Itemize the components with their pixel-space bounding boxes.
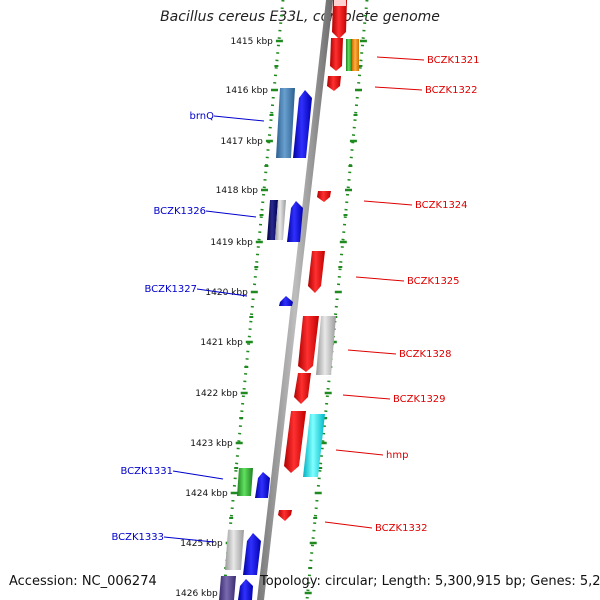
tick-label: 1417 kbp [220,137,263,147]
leader-line [355,276,405,282]
gene-feature[interactable] [293,90,312,158]
right-ruler-line [305,0,369,600]
leader-line [163,536,215,543]
gene-feature[interactable] [330,38,343,71]
gene-feature[interactable] [219,576,236,600]
gene-feature[interactable] [334,0,346,6]
accession-text: Accession: NC_006274 [9,574,157,589]
gene-label[interactable]: BCZK1332 [375,523,428,534]
leader-line [342,394,391,400]
tick-label: 1422 kbp [195,389,238,399]
leader-line [347,349,397,355]
gene-feature[interactable] [255,472,270,498]
gene-feature[interactable] [278,510,292,521]
gene-label[interactable]: BCZK1321 [427,55,480,66]
topology-text: Topology: circular; Length: 5,300,915 bp… [260,574,600,589]
gene-feature[interactable] [243,533,261,575]
gene-label[interactable]: BCZK1324 [415,200,468,211]
gene-labels: BCZK1321 BCZK1322 brnQ BCZK1326 BCZK1324 BCZK… [111,55,479,543]
gene-feature[interactable] [294,373,311,404]
leader-line [324,521,373,529]
gene-label[interactable]: BCZK1322 [425,85,478,96]
gene-feature[interactable] [346,39,352,71]
leader-line [376,56,425,61]
leader-line [374,86,423,91]
leader-line [205,210,257,218]
tick-label: 1426 kbp [175,589,218,599]
tick-label: 1419 kbp [210,238,253,248]
tick-label: 1418 kbp [216,186,259,196]
leader-lines [163,56,425,543]
gene-feature[interactable] [352,39,359,71]
tick-label: 1423 kbp [190,439,233,449]
gene-label[interactable]: BCZK1329 [393,394,446,405]
tick-label: 1415 kbp [230,37,273,47]
gene-feature[interactable] [275,200,286,240]
gene-features [219,0,359,600]
leader-line [335,449,384,456]
gene-label[interactable]: BCZK1325 [407,276,460,287]
map-title: Bacillus cereus E33L, complete genome [160,9,440,25]
tick-label: 1425 kbp [180,539,223,549]
gene-feature[interactable] [316,316,336,375]
gene-label[interactable]: hmp [386,450,408,461]
tick-label: 1424 kbp [185,489,228,499]
gene-feature[interactable] [225,530,244,570]
tick-label: 1421 kbp [200,338,243,348]
gene-feature[interactable] [279,296,293,306]
gene-label[interactable]: brnQ [190,111,215,122]
gene-feature[interactable] [308,251,325,293]
left-ruler-line [221,0,285,600]
gene-label[interactable]: BCZK1328 [399,349,452,360]
gene-feature[interactable] [284,411,306,473]
gene-feature[interactable] [303,414,325,477]
gene-feature[interactable] [267,200,278,240]
gene-feature[interactable] [238,579,253,600]
gene-feature[interactable] [298,316,319,372]
gene-label[interactable]: BCZK1327 [144,284,197,295]
tick-marks: 1415 kbp 1416 kbp 1417 kbp 1418 kbp 1419 kbp… [175,37,367,599]
gene-feature[interactable] [327,76,341,91]
leader-line [196,288,248,297]
gene-feature[interactable] [276,88,295,158]
gene-label[interactable]: BCZK1333 [111,532,164,543]
tick-label: 1416 kbp [226,86,269,96]
gene-feature[interactable] [317,191,331,202]
leader-line [172,470,224,480]
gene-feature[interactable] [332,0,347,39]
genome-backbone [257,0,333,600]
leader-line [213,115,265,122]
gene-feature[interactable] [237,468,253,496]
gene-feature[interactable] [287,201,303,242]
gene-label[interactable]: BCZK1326 [153,206,206,217]
gene-label[interactable]: BCZK1331 [120,466,173,477]
leader-line [363,200,413,206]
